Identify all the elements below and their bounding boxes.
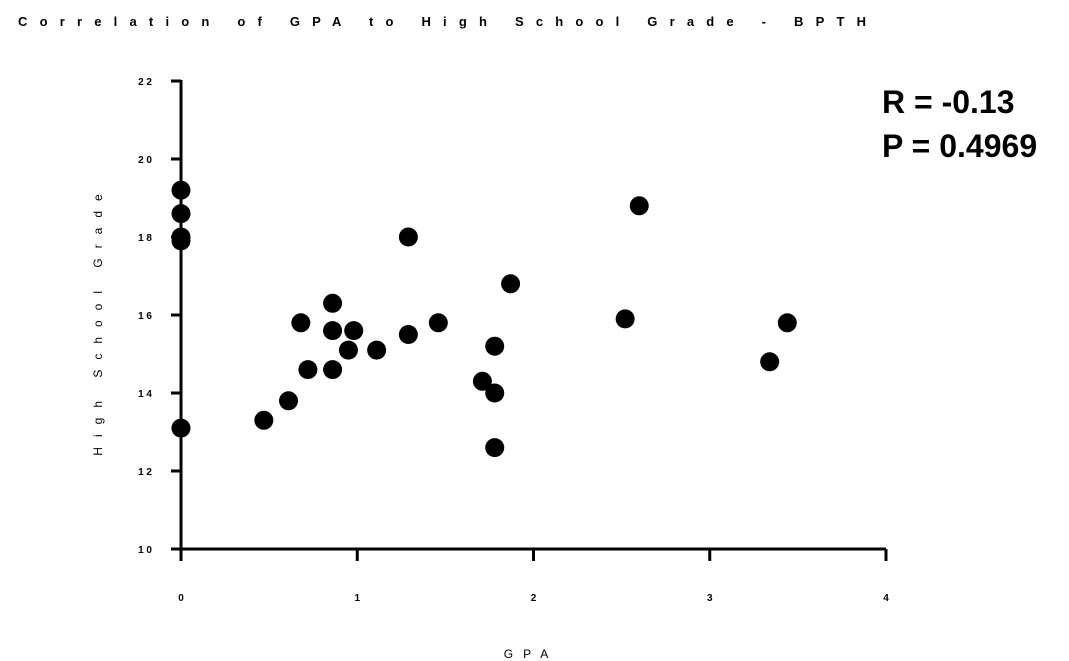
y-tick-label: 1 0 (138, 545, 152, 556)
x-tick-label: 1 (354, 593, 360, 604)
data-point (398, 325, 418, 344)
data-point (338, 340, 358, 360)
data-point (171, 418, 191, 438)
data-point (171, 204, 191, 224)
data-point (367, 340, 387, 360)
data-point (485, 438, 505, 458)
data-point (629, 196, 649, 216)
data-point (428, 313, 448, 333)
data-point (760, 352, 780, 372)
x-axis-label: GPA (504, 647, 558, 661)
data-point (485, 336, 505, 356)
data-point (279, 391, 299, 411)
data-points (171, 180, 797, 458)
data-point (323, 293, 343, 313)
y-tick-label: 1 8 (138, 233, 152, 244)
x-axis-ticks: 0 1 2 3 4 (178, 549, 889, 604)
p-value-annotation: P = 0.4969 (882, 128, 1037, 164)
data-point (323, 360, 343, 380)
data-point (171, 180, 191, 200)
y-tick-label: 1 2 (138, 467, 152, 478)
y-tick-label: 1 6 (138, 311, 152, 322)
data-point (615, 309, 635, 329)
data-point (485, 383, 505, 403)
data-point (298, 360, 318, 380)
data-point (777, 313, 797, 333)
y-axis-label: High School Grade (91, 184, 105, 455)
data-point (472, 371, 492, 391)
y-tick-label: 1 4 (138, 389, 152, 400)
x-tick-label: 3 (707, 593, 713, 604)
y-tick-label: 2 0 (138, 155, 152, 166)
x-tick-label: 4 (883, 593, 889, 604)
data-point (323, 321, 343, 341)
y-tick-label: 2 2 (138, 77, 152, 88)
y-axis-ticks: 1 0 1 2 1 4 1 6 1 8 2 0 2 2 (138, 77, 181, 556)
x-tick-label: 0 (178, 593, 184, 604)
chart-title: Correlation of GPA to High School Grade … (18, 14, 878, 29)
data-point (254, 410, 274, 430)
x-tick-label: 2 (531, 593, 537, 604)
data-point (291, 313, 311, 333)
data-point (171, 231, 191, 251)
data-point (501, 274, 521, 294)
data-point (398, 227, 418, 247)
r-value-annotation: R = -0.13 (882, 84, 1015, 120)
data-point (344, 321, 364, 341)
